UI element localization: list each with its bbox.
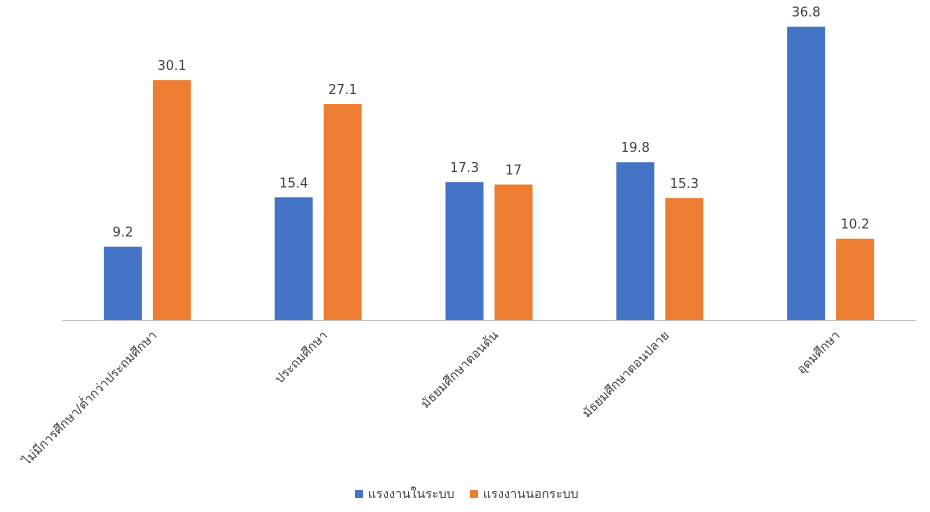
data-label-series2-cat2: 27.1 bbox=[328, 83, 357, 98]
legend-swatch-2 bbox=[470, 490, 478, 498]
bar-series2-cat2 bbox=[323, 104, 362, 320]
legend: แรงงานในระบบ แรงงานนอกระบบ bbox=[355, 486, 579, 501]
data-label-series2-cat1: 30.1 bbox=[157, 59, 186, 74]
data-label-series2-cat4: 15.3 bbox=[670, 177, 699, 192]
data-label-series1-cat2: 15.4 bbox=[279, 176, 308, 191]
data-label-series2-cat5: 10.2 bbox=[841, 218, 870, 233]
bar-series1-cat4 bbox=[616, 162, 655, 320]
bar-series1-cat5 bbox=[787, 26, 826, 320]
legend-label-2: แรงงานนอกระบบ bbox=[483, 486, 579, 501]
bar-series1-cat1 bbox=[103, 246, 142, 320]
bar-series2-cat4 bbox=[665, 198, 704, 320]
bar-series2-cat1 bbox=[152, 80, 191, 320]
bar-series1-cat3 bbox=[445, 182, 484, 320]
legend-swatch-1 bbox=[355, 490, 363, 498]
bar-series2-cat3 bbox=[494, 184, 533, 320]
data-label-series1-cat1: 9.2 bbox=[113, 226, 134, 241]
data-label-series1-cat5: 36.8 bbox=[792, 6, 821, 21]
bars-layer bbox=[103, 26, 875, 320]
category-labels-layer: ไม่มีการศึกษา/ต่ำกว่าประถมศึกษา ประถมศึกษ… bbox=[18, 327, 844, 469]
legend-label-1: แรงงานในระบบ bbox=[368, 486, 455, 501]
data-label-series1-cat3: 17.3 bbox=[450, 161, 479, 176]
category-label-2: ประถมศึกษา bbox=[272, 328, 331, 387]
data-labels-layer: 9.2 30.1 15.4 27.1 17.3 17 19.8 15.3 36.8 10.2 bbox=[113, 6, 870, 241]
category-label-3: มัธยมศึกษาตอนต้น bbox=[418, 327, 502, 411]
bar-series2-cat5 bbox=[836, 238, 875, 320]
category-label-4: มัธยมศึกษาตอนปลาย bbox=[579, 328, 672, 421]
category-label-1: ไม่มีการศึกษา/ต่ำกว่าประถมศึกษา bbox=[18, 327, 160, 469]
data-label-series1-cat4: 19.8 bbox=[621, 141, 650, 156]
data-label-series2-cat3: 17 bbox=[505, 164, 522, 179]
category-label-5: อุดมศึกษา bbox=[793, 328, 843, 378]
bar-series1-cat2 bbox=[274, 197, 313, 320]
